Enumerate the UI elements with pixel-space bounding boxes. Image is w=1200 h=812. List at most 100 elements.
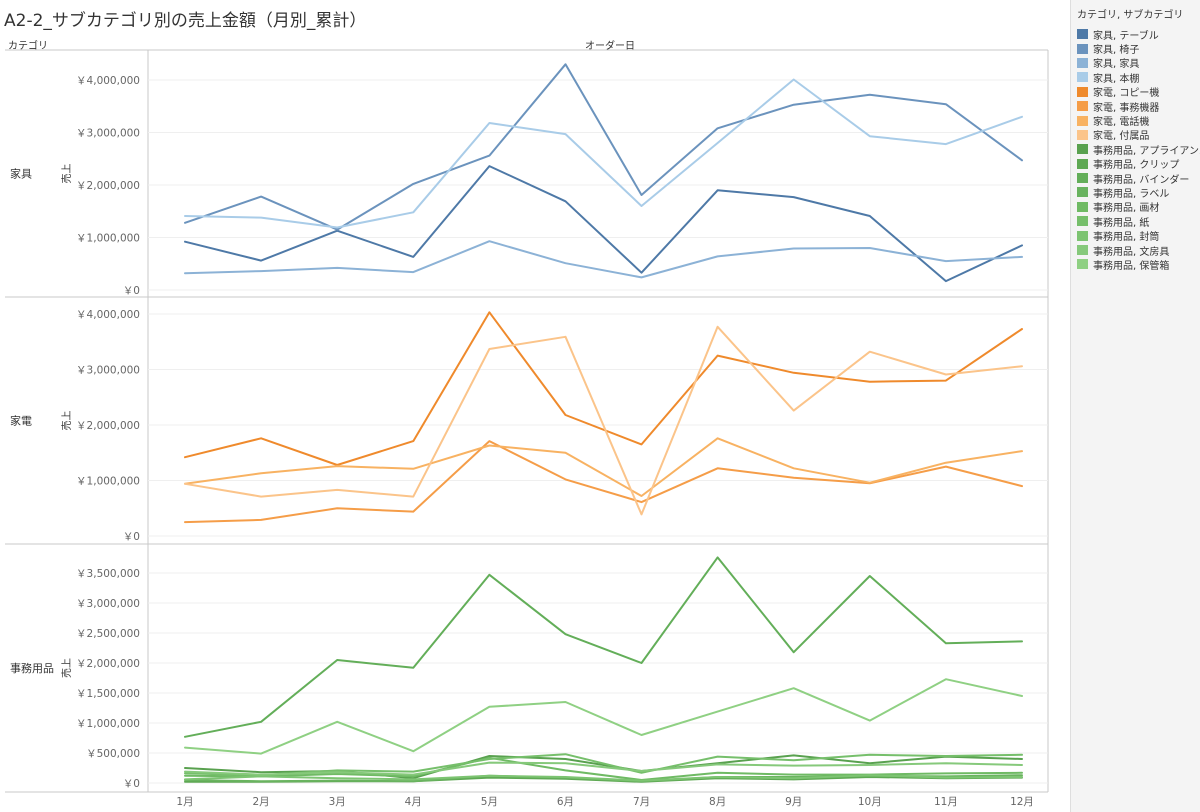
series-line[interactable] xyxy=(184,325,1023,516)
legend-item[interactable]: 家電, 付属品 xyxy=(1071,128,1200,142)
series-line[interactable] xyxy=(184,774,1023,782)
legend-item[interactable]: 事務用品, アプライアンス xyxy=(1071,142,1200,157)
legend-swatch xyxy=(1077,29,1088,40)
x-tick-label: 5月 xyxy=(481,796,498,808)
series-line[interactable] xyxy=(184,311,1023,466)
legend-item[interactable]: 家具, テーブル xyxy=(1071,27,1200,42)
series-line[interactable] xyxy=(184,556,1023,738)
x-tick-label: 8月 xyxy=(709,796,726,808)
x-tick-label: 12月 xyxy=(1010,796,1034,808)
series-line[interactable] xyxy=(184,753,1023,777)
y-tick-label: ￥0 xyxy=(123,778,140,790)
series-line[interactable] xyxy=(184,240,1023,279)
legend-item[interactable]: 家具, 本棚 xyxy=(1071,70,1200,85)
column-header: オーダー日 xyxy=(585,41,635,52)
legend-swatch xyxy=(1077,187,1088,198)
series-line[interactable] xyxy=(184,756,1023,781)
legend: カテゴリ, サブカテゴリ 家具, テーブル 家具, 椅子 家具, 家具 家具, 本棚家… xyxy=(1070,0,1200,812)
legend-title: カテゴリ, サブカテゴリ xyxy=(1077,10,1184,21)
y-tick-label: ￥0 xyxy=(123,531,140,543)
legend-label: 事務用品, クリップ xyxy=(1093,160,1180,172)
legend-label: 事務用品, ラベル xyxy=(1093,189,1170,200)
legend-swatch xyxy=(1077,101,1088,112)
legend-swatch xyxy=(1077,129,1088,140)
legend-swatch xyxy=(1077,86,1088,97)
y-tick-label: ￥3,000,000 xyxy=(76,598,140,610)
legend-label: 家電, コピー機 xyxy=(1093,88,1160,100)
legend-label: 家電, 電話機 xyxy=(1093,117,1150,129)
page-title: A2-2_サブカテゴリ別の売上金額（月別_累計） xyxy=(4,11,367,31)
legend-item[interactable]: 家電, コピー機 xyxy=(1071,85,1200,99)
legend-label: 家電, 事務機器 xyxy=(1093,102,1160,114)
category-label: 家電 xyxy=(10,414,32,428)
series-line[interactable] xyxy=(184,678,1023,755)
legend-swatch xyxy=(1077,57,1088,68)
x-tick-label: 10月 xyxy=(858,796,882,808)
series-line[interactable] xyxy=(184,440,1023,524)
category-label: 事務用品 xyxy=(10,661,54,675)
chart-area: ￥0 ￥1,000,000 ￥2,000,000 ￥3,000,000 ￥4,000,0… xyxy=(5,49,1049,808)
category-label: 家具 xyxy=(10,167,32,181)
legend-item[interactable]: 事務用品, 文房具 xyxy=(1071,243,1200,258)
legend-item[interactable]: 家電, 事務機器 xyxy=(1071,99,1200,114)
x-tick-label: 2月 xyxy=(252,796,269,808)
y-tick-label: ￥1,500,000 xyxy=(76,688,140,700)
row-header: カテゴリ xyxy=(8,41,48,52)
legend-item[interactable]: 事務用品, 紙 xyxy=(1071,214,1200,229)
y-tick-label: ￥2,500,000 xyxy=(76,628,140,640)
legend-label: 事務用品, バインダー xyxy=(1093,174,1190,186)
legend-swatch xyxy=(1077,72,1088,83)
y-tick-label: ￥1,000,000 xyxy=(76,476,140,488)
legend-label: 事務用品, 封筒 xyxy=(1093,232,1160,244)
series-line[interactable] xyxy=(184,78,1023,229)
y-tick-label: ￥4,000,000 xyxy=(76,309,140,321)
legend-items: 家具, テーブル 家具, 椅子 家具, 家具 家具, 本棚家電, コピー機 家電, 事務… xyxy=(1071,27,1200,272)
legend-label: 家具, 家具 xyxy=(1093,59,1140,71)
legend-item[interactable]: 事務用品, ラベル xyxy=(1071,185,1200,200)
legend-label: 家具, テーブル xyxy=(1093,30,1159,42)
y-tick-label: ￥4,000,000 xyxy=(76,75,140,87)
legend-label: 事務用品, 紙 xyxy=(1093,217,1150,229)
y-tick-label: ￥2,000,000 xyxy=(76,420,140,432)
legend-swatch xyxy=(1077,216,1088,227)
legend-label: 事務用品, 画材 xyxy=(1093,203,1160,215)
y-tick-label: ￥2,000,000 xyxy=(76,180,140,192)
legend-item[interactable]: 事務用品, 封筒 xyxy=(1071,228,1200,244)
x-tick-label: 4月 xyxy=(405,796,422,808)
x-tick-label: 3月 xyxy=(329,796,346,808)
legend-swatch xyxy=(1077,43,1088,54)
legend-swatch xyxy=(1077,158,1088,169)
legend-item[interactable]: 事務用品, バインダー xyxy=(1071,171,1200,186)
x-tick-label: 1月 xyxy=(176,796,193,808)
legend-swatch xyxy=(1077,144,1088,155)
legend-label: 事務用品, アプライアンス xyxy=(1093,145,1200,157)
y-tick-label: ￥3,000,000 xyxy=(76,128,140,140)
legend-item[interactable]: 事務用品, 画材 xyxy=(1071,200,1200,214)
x-tick-label: 11月 xyxy=(934,796,958,808)
y-tick-label: ￥1,000,000 xyxy=(76,718,140,730)
y-tick-label: ￥500,000 xyxy=(86,748,140,760)
legend-swatch xyxy=(1077,230,1088,241)
legend-label: 事務用品, 保管箱 xyxy=(1093,260,1170,272)
legend-label: 事務用品, 文房具 xyxy=(1093,246,1170,258)
legend-label: 家具, 椅子 xyxy=(1093,45,1140,57)
legend-item[interactable]: 事務用品, クリップ xyxy=(1071,157,1200,171)
series-line[interactable] xyxy=(184,437,1023,497)
legend-swatch xyxy=(1077,259,1088,270)
series-line[interactable] xyxy=(184,761,1023,776)
legend-swatch xyxy=(1077,115,1088,126)
legend-swatch xyxy=(1077,245,1088,256)
legend-item[interactable]: 家具, 椅子 xyxy=(1071,41,1200,57)
y-tick-label: ￥3,500,000 xyxy=(76,568,140,580)
x-tick-label: 9月 xyxy=(785,796,802,808)
legend-item[interactable]: 家電, 電話機 xyxy=(1071,113,1200,129)
y-tick-label: ￥1,000,000 xyxy=(76,233,140,245)
legend-item[interactable]: 事務用品, 保管箱 xyxy=(1071,257,1200,272)
series-line[interactable] xyxy=(184,165,1023,283)
y-axis-title: 売上 xyxy=(60,164,73,184)
y-axis-title: 売上 xyxy=(60,658,73,678)
y-axis-title: 売上 xyxy=(60,411,73,431)
legend-swatch xyxy=(1077,201,1088,212)
legend-item[interactable]: 家具, 家具 xyxy=(1071,56,1200,70)
series-line[interactable] xyxy=(184,63,1023,231)
